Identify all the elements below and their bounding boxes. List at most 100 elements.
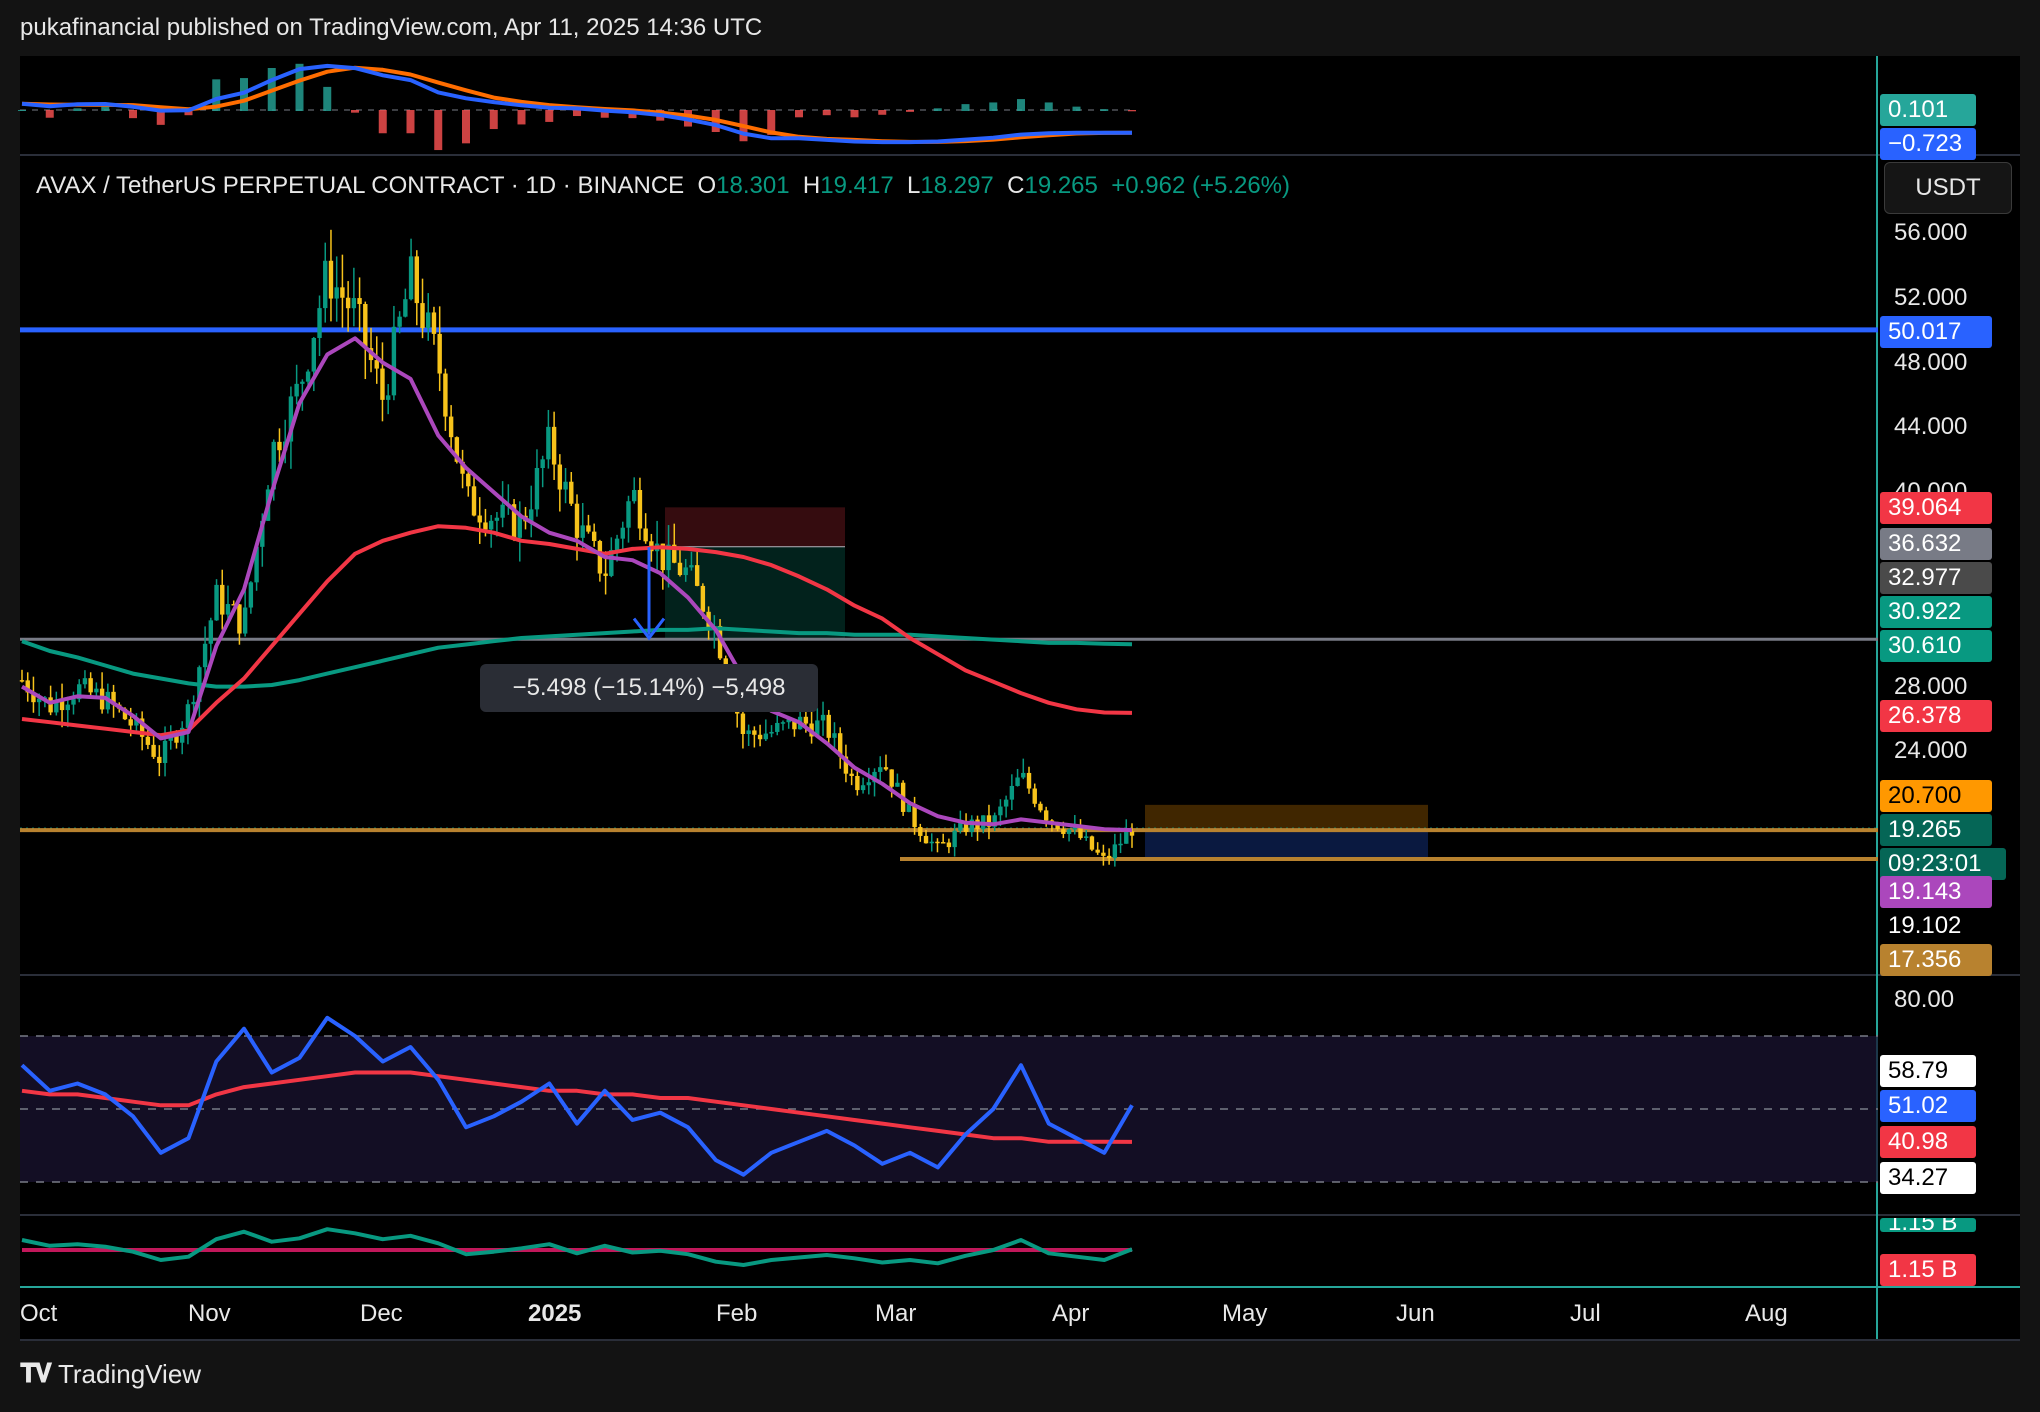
- candle-body: [906, 804, 912, 812]
- time-axis-label: Oct: [20, 1300, 58, 1327]
- candle-body: [574, 503, 580, 538]
- candle-body: [220, 584, 225, 615]
- high-key: H: [802, 172, 821, 199]
- candle-body: [855, 775, 860, 791]
- candle-body: [683, 567, 688, 576]
- candle-body: [340, 287, 345, 298]
- candle-body: [380, 368, 385, 400]
- rsi-line: [20, 1015, 1134, 1177]
- macd-histogram-bar: [517, 110, 526, 125]
- candle-body: [923, 835, 929, 844]
- macd-histogram-bar: [878, 110, 887, 115]
- candle-body: [511, 504, 517, 538]
- ema-short-line: [20, 336, 1133, 833]
- price-levels: [20, 327, 1878, 862]
- candle-body: [288, 396, 294, 442]
- candle-body: [500, 504, 505, 518]
- candle-body: [260, 520, 265, 547]
- low-key: L: [907, 172, 921, 199]
- ema-mid-line: [21, 524, 1133, 738]
- ema-long-line: [21, 626, 1133, 689]
- measure-tooltip: −5.498 (−15.14%) −5,498: [480, 664, 818, 712]
- macd-histogram-bar: [1044, 102, 1053, 111]
- candle-body: [111, 691, 116, 705]
- candle-body: [1129, 831, 1135, 836]
- candle-body: [31, 692, 36, 703]
- candle-body: [271, 441, 276, 490]
- publish-header: pukafinancial published on TradingView.c…: [20, 14, 763, 41]
- volume-label: 1.15 B: [1880, 1254, 1976, 1286]
- candle-body: [878, 767, 883, 772]
- candle-body: [1112, 844, 1118, 859]
- candle-body: [185, 704, 191, 728]
- candle-body: [94, 688, 99, 693]
- candle-body: [448, 416, 454, 438]
- macd-histogram-bar: [212, 79, 221, 111]
- macd-histogram-bar: [406, 110, 415, 134]
- macd-histogram-bar: [989, 102, 998, 111]
- candle-body: [128, 719, 133, 726]
- macd-histogram-bar: [933, 108, 942, 111]
- candle-body: [48, 697, 53, 713]
- candle-body: [254, 546, 259, 583]
- macd-histogram-bar: [129, 110, 137, 119]
- candle-body: [1055, 822, 1060, 830]
- macd-histogram-bar: [1100, 109, 1109, 111]
- candle-body: [248, 582, 254, 608]
- candle-body: [82, 678, 88, 685]
- macd-histogram-bar: [489, 110, 498, 130]
- candle-body: [414, 256, 419, 304]
- currency-button[interactable]: USDT: [1884, 162, 2012, 214]
- candle-body: [157, 756, 162, 764]
- candle-body: [603, 573, 608, 576]
- candle-body: [134, 718, 139, 726]
- candle-body: [1095, 849, 1100, 853]
- open-value: 18.301: [716, 172, 790, 199]
- stop-zone: [665, 507, 845, 547]
- symbol-title: AVAX / TetherUS PERPETUAL CONTRACT · 1D …: [36, 172, 685, 199]
- candle-body: [998, 806, 1003, 816]
- candle-body: [77, 684, 82, 700]
- footer-brand: TradingView: [57, 1358, 202, 1389]
- candle-body: [1026, 772, 1032, 789]
- macd-histogram-bar: [73, 108, 82, 111]
- price-label: 36.632: [1880, 528, 1992, 560]
- candle-body: [300, 381, 305, 384]
- candle-body: [786, 719, 791, 723]
- time-axis-label: Jul: [1570, 1300, 1601, 1327]
- candle-body: [820, 714, 826, 721]
- close-key: C: [1007, 172, 1025, 199]
- macd-histogram-bar: [1017, 99, 1025, 111]
- candle-body: [620, 527, 625, 539]
- candle-body: [19, 680, 25, 682]
- time-axis-label: Nov: [188, 1300, 231, 1327]
- candle-body: [740, 713, 746, 735]
- macd-histogram-bar: [295, 63, 304, 111]
- candle-body: [328, 260, 334, 299]
- candle-body: [912, 804, 917, 828]
- macd-histogram-bar: [795, 110, 803, 118]
- candle-body: [397, 316, 402, 327]
- macd-histogram-bar: [378, 110, 387, 134]
- risk-zone: [1145, 804, 1428, 829]
- candle-body: [757, 734, 763, 740]
- candle-body: [517, 515, 522, 538]
- candle-body: [775, 722, 780, 732]
- candle-body: [477, 515, 482, 523]
- candle-body: [54, 700, 59, 713]
- candle-body: [214, 584, 219, 621]
- price-label: 50.017: [1880, 316, 1992, 348]
- candle-body: [632, 489, 637, 502]
- candle-body: [162, 740, 168, 764]
- candle-body: [752, 730, 757, 735]
- candle-body: [65, 704, 70, 711]
- candle-body: [586, 525, 591, 532]
- change-value: +0.962 (+5.26%): [1111, 172, 1291, 199]
- candle-body: [700, 585, 706, 612]
- candle-body: [666, 544, 671, 571]
- rsi-label: 34.27: [1880, 1162, 1976, 1194]
- symbol-ohlc-line: AVAX / TetherUS PERPETUAL CONTRACT · 1D …: [36, 172, 1290, 200]
- time-axis-label: Aug: [1745, 1300, 1788, 1327]
- price-tick: 56.000: [1894, 219, 1968, 246]
- price-tick: 28.000: [1894, 672, 1968, 700]
